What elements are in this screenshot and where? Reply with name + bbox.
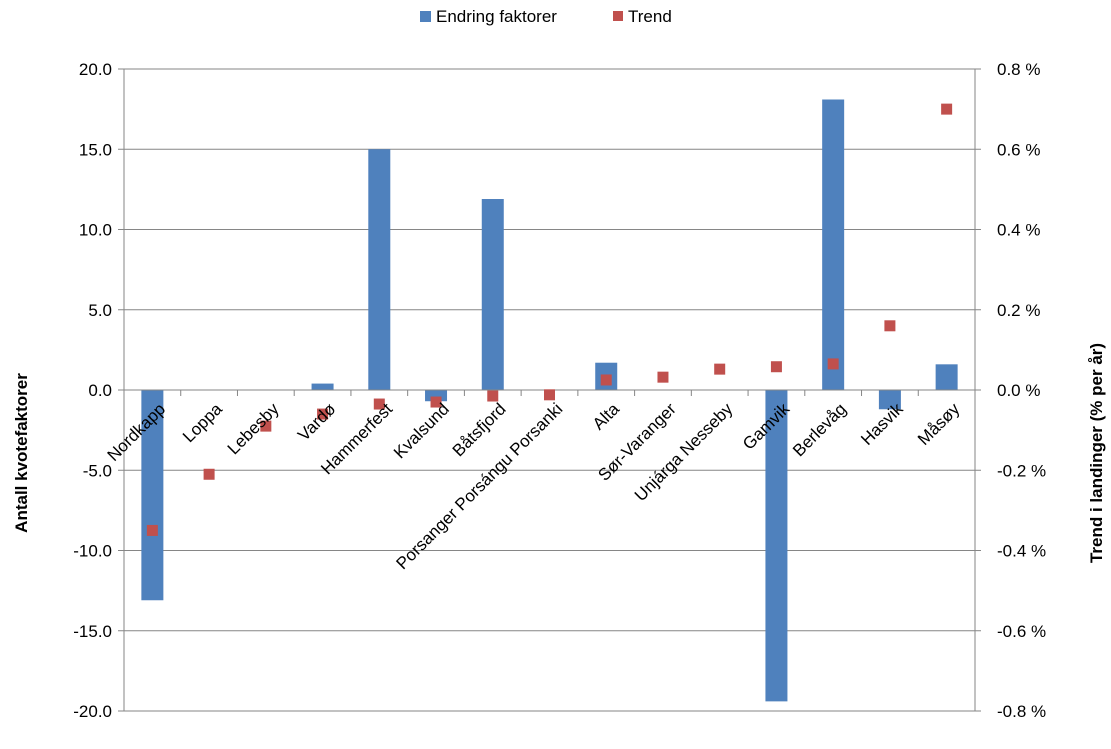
left-tick-label: -5.0 [83, 461, 112, 480]
left-tick-label: 20.0 [79, 60, 112, 79]
trend-marker [203, 468, 215, 480]
trend-marker [260, 420, 272, 432]
right-tick-label: 0.6 % [997, 140, 1040, 159]
category-label: Alta [589, 399, 624, 434]
left-tick-label: 10.0 [79, 221, 112, 240]
trend-marker [317, 408, 329, 420]
bar [935, 364, 958, 390]
left-tick-label: 0.0 [88, 381, 112, 400]
left-axis-ticks: 20.0 15.0 10.0 5.0 0.0 -5.0 -10.0 -15.0 -20.0 [73, 60, 112, 721]
legend: Endring faktorer Trend [420, 7, 672, 26]
right-tick-label: 0.2 % [997, 301, 1040, 320]
trend-marker [430, 396, 442, 408]
trend-series [146, 103, 953, 536]
category-label: Unjárga Nesseby [631, 399, 737, 505]
trend-marker [487, 390, 499, 402]
trend-marker [657, 371, 669, 383]
category-label: Berlevåg [789, 399, 850, 460]
right-tick-label: -0.2 % [997, 461, 1046, 480]
left-tick-label: -10.0 [73, 542, 112, 561]
right-tick-label: -0.6 % [997, 622, 1046, 641]
bar [878, 390, 901, 410]
bar [311, 383, 334, 390]
trend-marker [600, 374, 612, 386]
category-label: Lebesby [224, 399, 283, 458]
trend-marker [544, 389, 555, 401]
bar [481, 199, 504, 390]
legend-swatch-bar [420, 11, 431, 22]
legend-swatch-trend [613, 11, 623, 21]
trend-marker [884, 320, 896, 332]
left-tick-label: -15.0 [73, 622, 112, 641]
right-axis-ticks: 0.8 % 0.6 % 0.4 % 0.2 % 0.0 % -0.2 % -0.4 % -0.… [997, 60, 1046, 721]
trend-marker [714, 363, 726, 375]
trend-marker [941, 103, 953, 115]
left-axis-title: Antall kvotefaktorer [12, 373, 31, 533]
bar [425, 390, 448, 402]
left-tick-label: 5.0 [88, 301, 112, 320]
right-tick-label: 0.0 % [997, 381, 1040, 400]
right-tick-label: -0.8 % [997, 702, 1046, 721]
category-label: Vardø [294, 399, 339, 444]
category-label: Loppa [179, 399, 226, 446]
trend-marker [770, 361, 782, 373]
legend-label-trend: Trend [628, 7, 672, 26]
trend-marker [146, 524, 158, 536]
right-tick-label: 0.8 % [997, 60, 1040, 79]
bar [141, 390, 164, 601]
trend-marker [827, 358, 839, 370]
category-label: Måsøy [914, 399, 964, 449]
category-label: Kvalsund [390, 399, 453, 462]
bar [822, 99, 845, 391]
left-tick-label: 15.0 [79, 140, 112, 159]
right-axis-title: Trend i landinger (% per år) [1087, 343, 1106, 563]
legend-label-bar: Endring faktorer [436, 7, 557, 26]
left-tick-label: -20.0 [73, 702, 112, 721]
bar [368, 149, 391, 390]
bar-series [141, 99, 958, 702]
bar [765, 390, 788, 702]
trend-marker [373, 398, 385, 410]
right-tick-label: 0.4 % [997, 221, 1040, 240]
right-tick-label: -0.4 % [997, 542, 1046, 561]
